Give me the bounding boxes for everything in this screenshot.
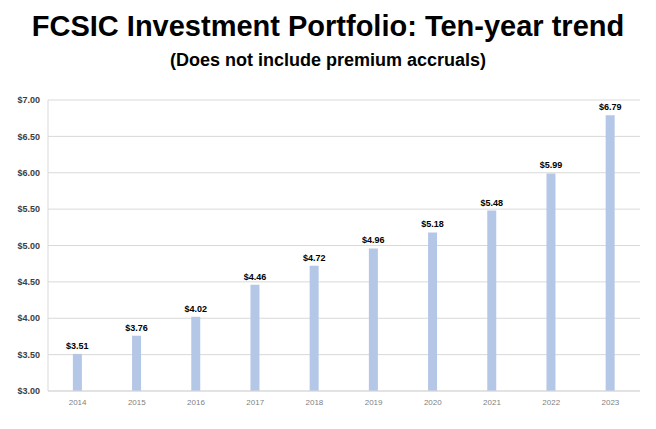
html-text:(Does not include premium accr: (Does not include premium accruals): [170, 50, 486, 70]
svg-text:$4.46: $4.46: [244, 272, 267, 282]
svg-text:$3.51: $3.51: [66, 341, 89, 351]
svg-text:2022: 2022: [542, 398, 560, 407]
svg-text:$5.00: $5.00: [17, 241, 40, 251]
svg-text:$4.96: $4.96: [362, 235, 385, 245]
svg-text:2016: 2016: [187, 398, 205, 407]
svg-text:$6.79: $6.79: [599, 102, 622, 112]
svg-text:$4.02: $4.02: [184, 304, 207, 314]
svg-text:2018: 2018: [306, 398, 324, 407]
svg-text:$5.48: $5.48: [480, 198, 503, 208]
svg-text:$5.18: $5.18: [421, 219, 444, 229]
svg-text:2014: 2014: [69, 398, 87, 407]
svg-text:$4.50: $4.50: [17, 277, 40, 287]
svg-text:$3.50: $3.50: [17, 350, 40, 360]
svg-text:$3.76: $3.76: [125, 323, 148, 333]
svg-text:$7.00: $7.00: [17, 95, 40, 105]
svg-text:$5.99: $5.99: [540, 160, 563, 170]
svg-text:2021: 2021: [483, 398, 501, 407]
svg-text:$5.50: $5.50: [17, 204, 40, 214]
svg-text:$4.72: $4.72: [303, 253, 326, 263]
html-text:FCSIC Investment Portfolio: Te: FCSIC Investment Portfolio: Ten-year tre…: [31, 10, 625, 42]
svg-text:2023: 2023: [602, 398, 620, 407]
svg-text:2015: 2015: [128, 398, 146, 407]
svg-text:$6.00: $6.00: [17, 168, 40, 178]
svg-text:$3.00: $3.00: [17, 386, 40, 396]
svg-text:$4.00: $4.00: [17, 313, 40, 323]
svg-text:$6.50: $6.50: [17, 132, 40, 142]
svg-text:2019: 2019: [365, 398, 383, 407]
svg-text:2017: 2017: [246, 398, 264, 407]
svg-text:2020: 2020: [424, 398, 442, 407]
